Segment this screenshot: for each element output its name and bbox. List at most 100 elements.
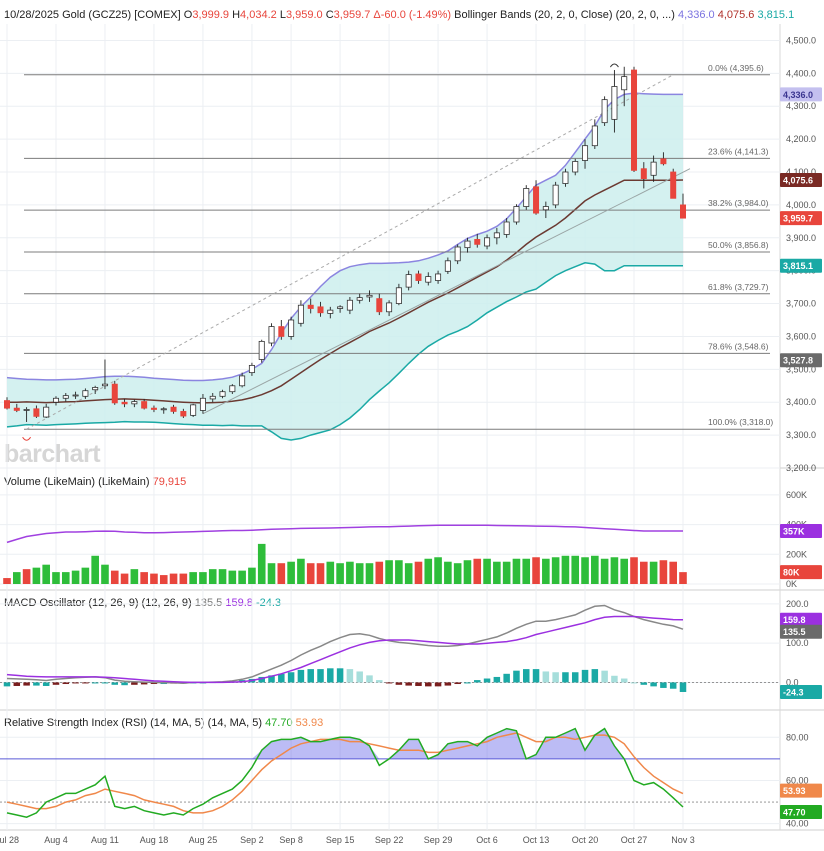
candle-body (327, 309, 334, 314)
macd-histogram-bar (415, 682, 422, 686)
fib-label-5: 78.6% (3,548.6) (708, 341, 769, 351)
fib-label-2: 38.2% (3,984.0) (708, 198, 769, 208)
rsi-tick-label: 40.00 (786, 819, 809, 829)
volume-bar (453, 563, 462, 584)
volume-bar (32, 567, 41, 584)
macd-histogram-bar (522, 669, 530, 683)
header-bb-mid: 4,075.6 (717, 9, 755, 21)
candle-body (680, 204, 687, 219)
price-tick-label: 3,500.0 (786, 364, 816, 374)
volume-tag-0-bg (780, 523, 822, 538)
price-tick-label: 3,300.0 (786, 430, 816, 440)
volume-bar (414, 561, 423, 584)
volume-bar (277, 563, 286, 584)
candle (141, 398, 148, 410)
candle-body (278, 326, 285, 337)
header-low-value: 3,959.0 (285, 9, 323, 21)
macd-histogram-bar (366, 675, 373, 683)
macd-tag-0-bg (780, 612, 822, 627)
swing-high-marker (610, 63, 619, 68)
x-axis-label: Sep 15 (326, 835, 355, 845)
volume-bar (71, 570, 80, 584)
fib-label-0: 0.0% (4,395.6) (708, 63, 764, 73)
volume-bar (483, 558, 491, 584)
price-tag-0: 4,336.0 (783, 90, 813, 100)
candle (170, 404, 177, 414)
volume-label: Volume (LikeMain) (4, 476, 96, 488)
candle (278, 320, 285, 340)
macd-histogram-bar (307, 669, 314, 683)
price-tick-label: 3,700.0 (786, 299, 816, 309)
volume-bar (522, 558, 531, 584)
volume-bar (179, 573, 188, 584)
rsi-line (6, 727, 684, 818)
volume-bar (355, 563, 364, 584)
bollinger-band-fill (7, 93, 683, 440)
volume-bar (473, 558, 482, 584)
bollinger-mid-line (7, 179, 684, 404)
volume-bar (346, 561, 354, 584)
candle-body (239, 375, 246, 387)
header-bb-label: Bollinger Bands (20, 2, 0, Close) (454, 9, 613, 21)
candle-body (562, 171, 569, 184)
volume-bar (404, 563, 413, 584)
candle (513, 204, 520, 225)
x-axis-label: Aug 11 (91, 835, 119, 845)
macd-histogram-bar (23, 682, 30, 686)
candle-body (33, 408, 40, 417)
macd-histogram-bar (3, 682, 11, 687)
macd-histogram-bar (581, 669, 589, 683)
candle-body (82, 390, 89, 397)
x-axis-label: Sep 2 (240, 835, 264, 845)
volume-bar (257, 543, 266, 584)
fib-trend-solid (202, 168, 691, 415)
volume-bar (493, 561, 501, 584)
volume-bar (385, 560, 393, 584)
candle-body (43, 406, 50, 418)
candle (62, 393, 69, 402)
fib-label-3: 50.0% (3,856.8) (708, 240, 769, 250)
candle (121, 398, 128, 408)
volume-tag-0: 357K (783, 526, 805, 536)
candle (190, 403, 197, 418)
fib-trend-dashed (26, 74, 674, 430)
candle-body (209, 395, 216, 400)
macd-histogram-bar (72, 682, 79, 684)
candle-body (219, 391, 226, 397)
rsi-tag-0: 53.93 (783, 786, 806, 796)
volume-bar (502, 561, 511, 584)
volume-bar (620, 558, 629, 584)
candle (484, 234, 491, 250)
candle (297, 300, 304, 327)
volume-bar (110, 570, 119, 584)
candle-body (376, 298, 383, 313)
candle-body (23, 409, 30, 411)
candle-body (4, 400, 10, 409)
candle-body (572, 161, 579, 173)
volume-bar (434, 557, 442, 584)
rsi-value-2: 53.93 (295, 717, 324, 729)
price-tick-label: 4,400.0 (786, 68, 816, 78)
candle-body (121, 401, 128, 405)
candle (13, 403, 20, 413)
candle (52, 396, 59, 406)
candle-body (444, 260, 451, 272)
candle (268, 323, 275, 347)
macd-histogram-bar (474, 680, 481, 683)
x-axis-label: Nov 3 (671, 835, 695, 845)
header-open-label: O (183, 9, 193, 21)
x-axis-label: Oct 27 (621, 835, 648, 845)
candle-body (464, 240, 471, 249)
macd-histogram-bar (13, 682, 21, 686)
volume-bar (91, 555, 99, 584)
rsi-ma-line (6, 732, 684, 814)
candle-body (621, 76, 628, 91)
candle (670, 168, 677, 199)
price-tag-1-bg (780, 173, 822, 188)
candle (493, 227, 500, 245)
candle-body (268, 326, 275, 344)
volume-bar (218, 569, 227, 584)
candle (4, 397, 10, 410)
